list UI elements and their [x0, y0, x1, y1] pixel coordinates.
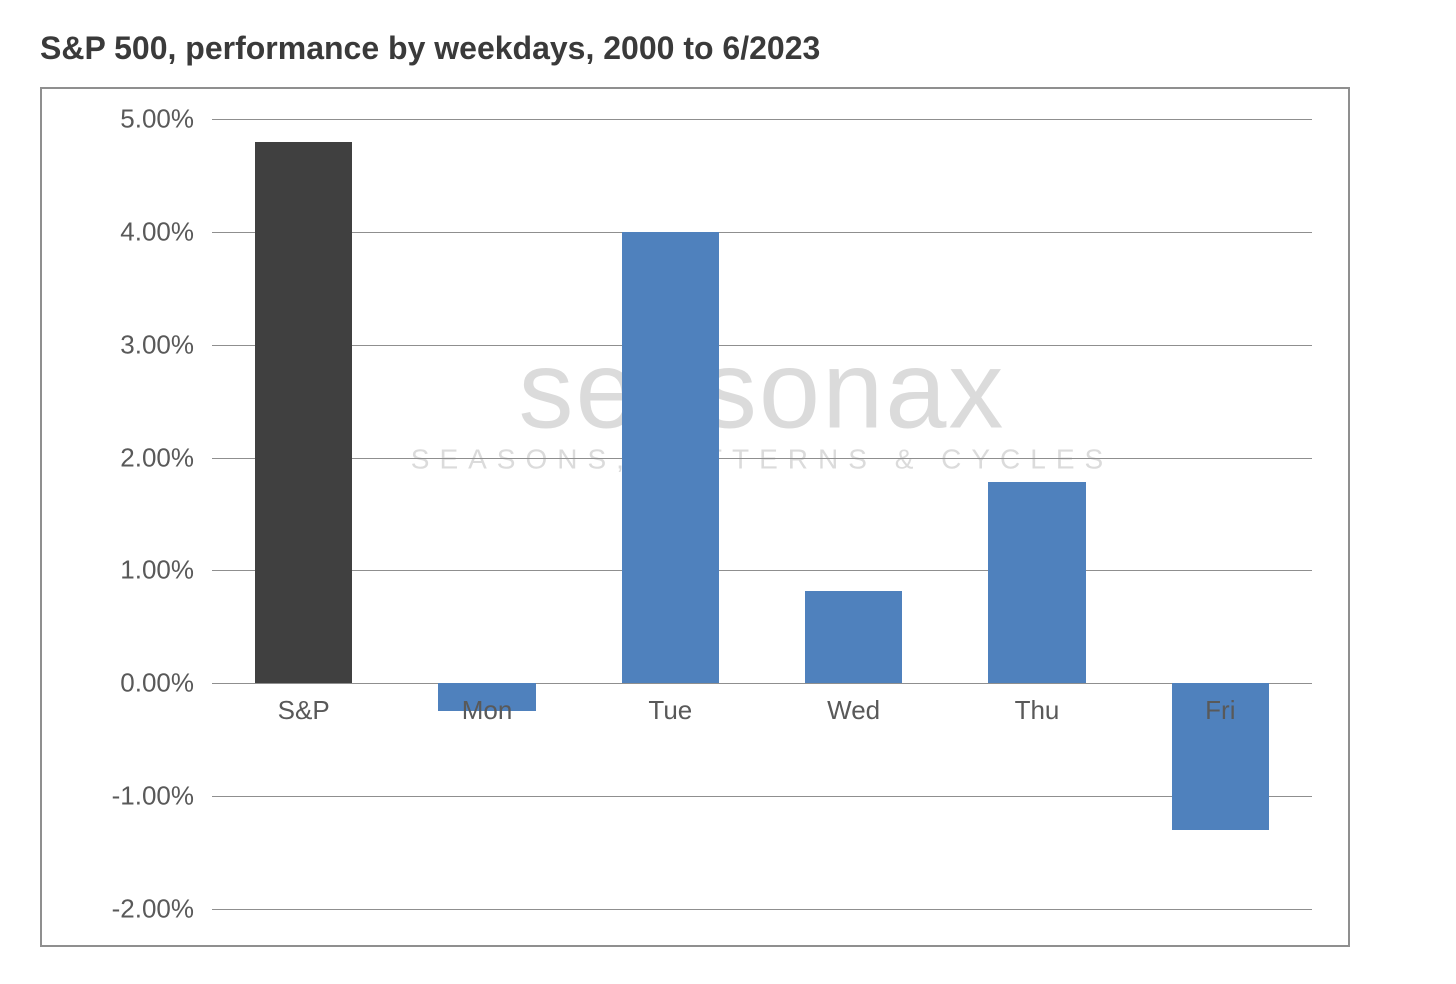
x-axis-label: Wed [827, 695, 880, 726]
bar [988, 482, 1085, 683]
grid-line [212, 796, 1312, 797]
bar [805, 591, 902, 684]
y-axis-label: 4.00% [120, 216, 194, 247]
y-axis-label: 3.00% [120, 329, 194, 360]
y-axis-label: -1.00% [112, 781, 194, 812]
grid-line [212, 119, 1312, 120]
x-axis-label: S&P [278, 695, 330, 726]
watermark-sub: SEASONS, PATTERNS & CYCLES [312, 444, 1212, 476]
chart-title: S&P 500, performance by weekdays, 2000 t… [40, 30, 1416, 67]
grid-line [212, 683, 1312, 684]
y-axis-label: 0.00% [120, 668, 194, 699]
chart-container: S&P 500, performance by weekdays, 2000 t… [0, 0, 1456, 984]
grid-line [212, 909, 1312, 910]
x-axis-label: Mon [462, 695, 513, 726]
x-axis-label: Fri [1205, 695, 1235, 726]
plot-area: seasonax SEASONS, PATTERNS & CYCLES -2.0… [212, 119, 1312, 909]
x-axis-label: Tue [648, 695, 692, 726]
x-axis-label: Thu [1015, 695, 1060, 726]
y-axis-label: 5.00% [120, 104, 194, 135]
chart-frame: seasonax SEASONS, PATTERNS & CYCLES -2.0… [40, 87, 1350, 947]
y-axis-label: 2.00% [120, 442, 194, 473]
grid-line [212, 458, 1312, 459]
watermark: seasonax SEASONS, PATTERNS & CYCLES [312, 327, 1212, 476]
y-axis-label: 1.00% [120, 555, 194, 586]
grid-line [212, 232, 1312, 233]
grid-line [212, 345, 1312, 346]
y-axis-label: -2.00% [112, 894, 194, 925]
grid-line [212, 570, 1312, 571]
bar [622, 232, 719, 683]
bar [255, 142, 352, 684]
